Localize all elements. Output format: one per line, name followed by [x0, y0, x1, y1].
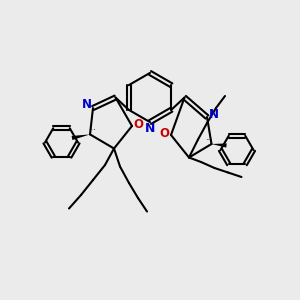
Text: O: O — [159, 127, 170, 140]
Text: ···: ··· — [205, 136, 213, 145]
Text: ···: ··· — [88, 126, 96, 135]
Text: O: O — [134, 118, 144, 131]
Text: N: N — [81, 98, 92, 112]
Text: N: N — [145, 122, 155, 135]
Polygon shape — [72, 134, 90, 140]
Text: N: N — [208, 107, 219, 121]
Polygon shape — [212, 143, 227, 148]
